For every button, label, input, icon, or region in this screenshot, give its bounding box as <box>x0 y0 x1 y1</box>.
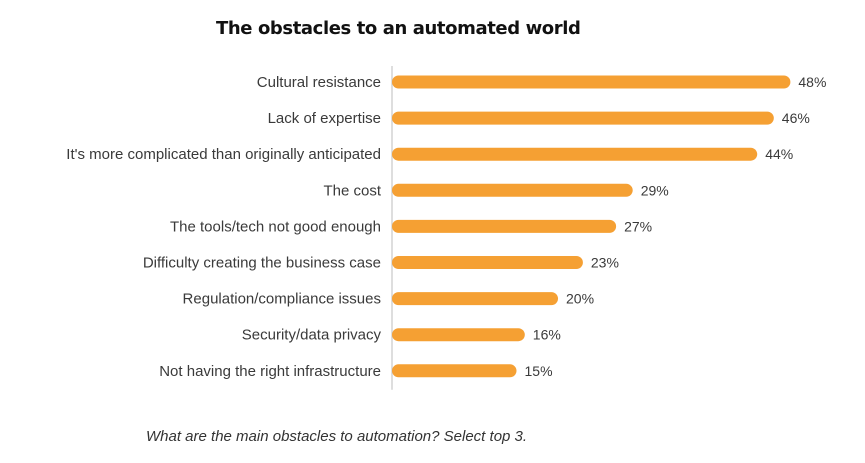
value-label: 27% <box>624 218 652 234</box>
bar-row: Security/data privacy 16% <box>242 327 561 344</box>
category-label: The tools/tech not good enough <box>170 218 381 235</box>
bar-row: Difficulty creating the business case 23% <box>143 255 619 272</box>
value-label: 29% <box>641 182 669 198</box>
bar <box>392 256 583 269</box>
category-label: The cost <box>323 182 381 199</box>
bar-row: Not having the right infrastructure 15% <box>159 363 552 380</box>
bar-row: The cost 29% <box>323 182 668 199</box>
value-label: 16% <box>533 327 561 343</box>
category-label: Difficulty creating the business case <box>143 255 381 272</box>
bar-row: It's more complicated than originally an… <box>66 146 793 163</box>
category-label: Cultural resistance <box>257 74 381 91</box>
value-label: 46% <box>782 110 810 126</box>
bar <box>392 328 525 342</box>
value-label: 20% <box>566 291 594 307</box>
category-label: Not having the right infrastructure <box>159 363 381 380</box>
category-label: Regulation/compliance issues <box>183 291 381 308</box>
bar <box>392 147 758 161</box>
chart-title: The obstacles to an automated world <box>216 18 581 39</box>
value-label: 44% <box>765 146 793 162</box>
value-label: 15% <box>525 363 553 379</box>
category-label: Security/data privacy <box>242 327 382 344</box>
bar <box>392 364 517 378</box>
bar-row: The tools/tech not good enough 27% <box>170 218 652 235</box>
bar <box>392 75 791 89</box>
bar-row: Lack of expertise 46% <box>268 110 810 127</box>
value-label: 48% <box>798 74 826 90</box>
bar <box>392 183 633 197</box>
bar-row: Regulation/compliance issues 20% <box>183 291 594 308</box>
bar <box>392 111 774 125</box>
value-label: 23% <box>591 255 619 271</box>
category-label: Lack of expertise <box>268 110 381 127</box>
bars-group: Cultural resistance 48% Lack of expertise 4… <box>66 74 826 380</box>
bar <box>392 292 558 306</box>
bar-row: Cultural resistance 48% <box>257 74 827 91</box>
category-label: It's more complicated than originally an… <box>66 146 381 163</box>
survey-question-footnote: What are the main obstacles to automatio… <box>146 428 528 445</box>
bar <box>392 219 617 233</box>
